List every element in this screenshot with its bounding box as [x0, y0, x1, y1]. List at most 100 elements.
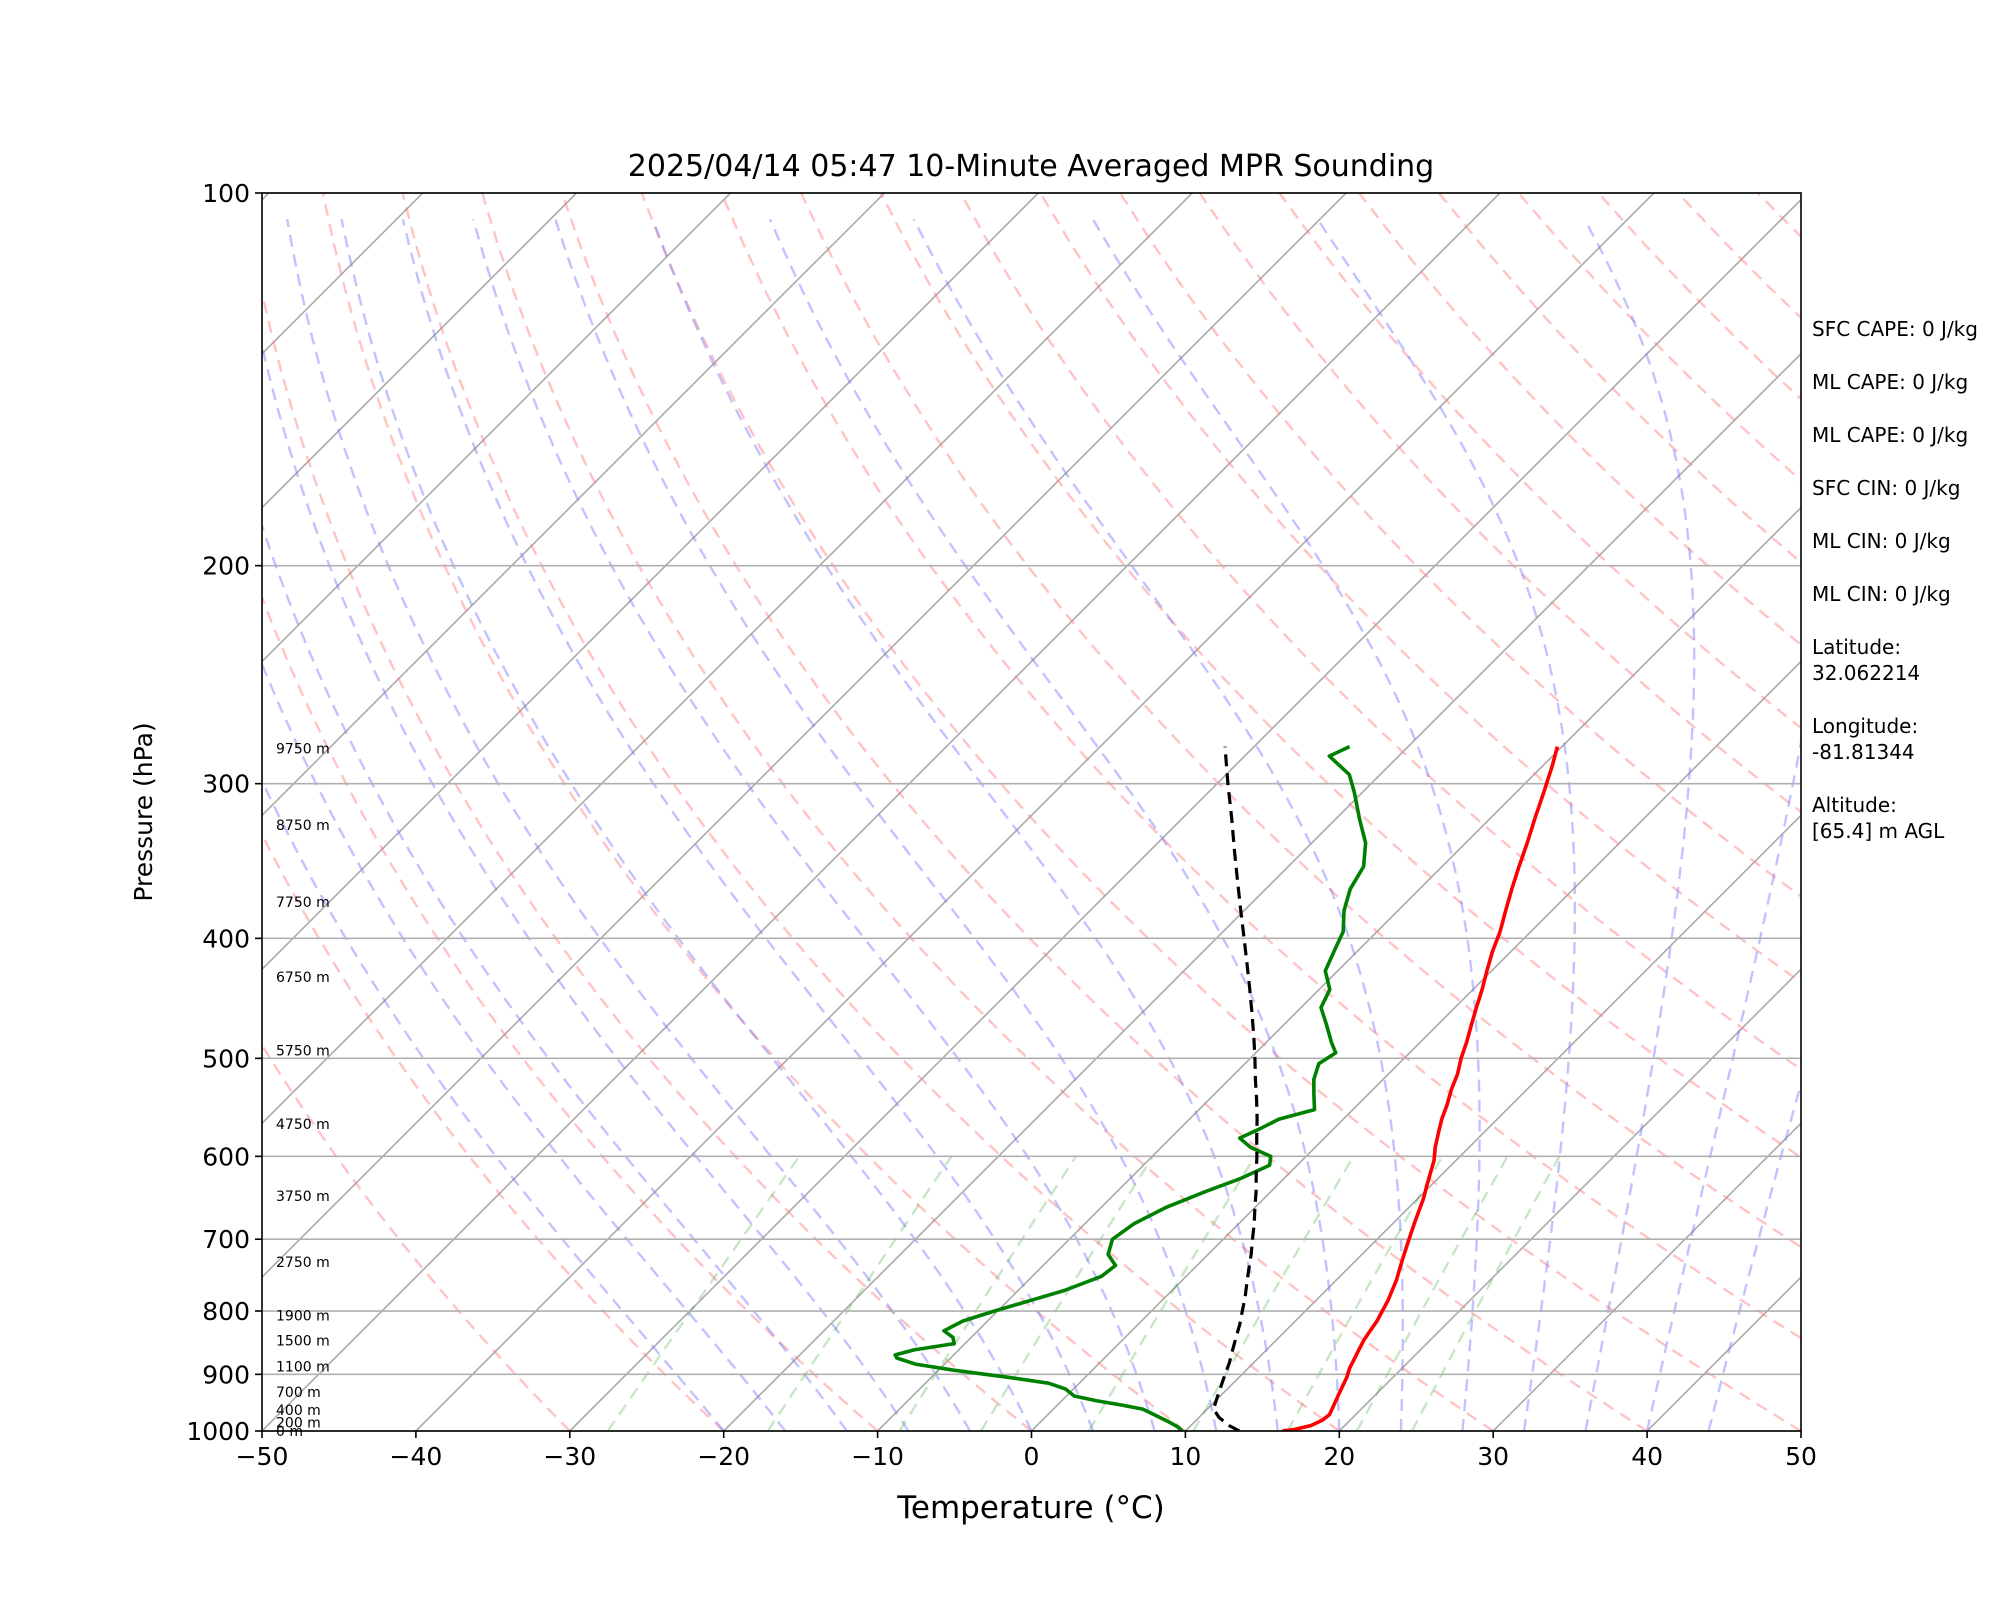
- mixing-ratio-line: [606, 1155, 801, 1431]
- dry-adiabat-line: [401, 193, 1341, 1431]
- height-label: 400 m: [276, 1403, 321, 1419]
- x-tick-label: 40: [1631, 1442, 1663, 1471]
- dry-adiabat-line: [640, 193, 1801, 1431]
- moist-adiabat-line: [1583, 218, 1696, 1431]
- mixing-ratio-line: [766, 1155, 953, 1431]
- y-tick-label: 100: [202, 179, 250, 208]
- isotherm-line: [1030, 660, 1801, 1431]
- sfc-cin-text: SFC CIN: 0 J/kg: [1812, 476, 1961, 500]
- moist-adiabat-line: [554, 218, 1218, 1431]
- longitude-text: Longitude: -81.81344: [1812, 714, 1919, 764]
- y-tick-label: 900: [202, 1360, 250, 1389]
- x-tick-label: 0: [1024, 1442, 1040, 1471]
- dry-adiabat-line: [262, 287, 1033, 1431]
- latitude-text: Latitude: 32.062214: [1812, 635, 1921, 685]
- dry-adiabat-line: [800, 193, 1801, 1249]
- x-tick-label: −50: [236, 1442, 289, 1471]
- x-tick-label: 10: [1169, 1442, 1201, 1471]
- height-label: 1100 m: [276, 1360, 330, 1376]
- ml-cape-text-2: ML CAPE: 0 J/kg: [1812, 423, 1969, 447]
- moist-adiabat-line: [401, 218, 1095, 1431]
- moist-adiabat-line: [472, 218, 1156, 1431]
- dry-adiabat-line: [1198, 193, 1801, 814]
- dewpoint-profile-line: [893, 744, 1368, 1431]
- height-label: 0 m: [276, 1424, 303, 1440]
- parcel-profile-line: [1211, 746, 1259, 1431]
- y-tick-label: 500: [202, 1044, 250, 1073]
- height-label: 1900 m: [276, 1309, 330, 1325]
- height-label: 1500 m: [276, 1333, 330, 1349]
- x-tick-label: −10: [851, 1442, 904, 1471]
- height-label: 5750 m: [276, 1044, 330, 1060]
- x-tick-label: −30: [543, 1442, 596, 1471]
- dry-adiabat-line: [321, 193, 1187, 1431]
- mixing-ratio-line: [1286, 1155, 1444, 1431]
- x-axis-label: Temperature (°C): [896, 1490, 1165, 1526]
- moist-adiabat-line: [1645, 736, 1801, 1431]
- moist-adiabat-line: [262, 660, 787, 1431]
- moist-adiabat-line: [262, 340, 910, 1431]
- x-tick-label: −20: [697, 1442, 750, 1471]
- isotherm-line: [262, 193, 1501, 1431]
- isotherm-line: [1338, 968, 1801, 1431]
- altitude-text: Altitude: [65.4] m AGL: [1812, 793, 1945, 843]
- dry-adiabat-line: [720, 193, 1801, 1340]
- isotherm-line: [262, 193, 1039, 971]
- moist-adiabat-line: [768, 218, 1341, 1431]
- y-tick-label: 200: [202, 552, 250, 581]
- temperature-profile-line: [1282, 746, 1560, 1431]
- dry-adiabat-line: [1118, 193, 1801, 898]
- dry-adiabat-line: [1039, 193, 1801, 984]
- dry-adiabat-line: [879, 193, 1801, 1159]
- height-label: 3750 m: [276, 1189, 330, 1205]
- y-tick-label: 300: [202, 770, 250, 799]
- moist-adiabat-line: [1316, 218, 1577, 1431]
- height-label: 9750 m: [276, 741, 330, 757]
- isotherm-line: [1492, 1122, 1801, 1431]
- y-tick-label: 700: [202, 1225, 250, 1254]
- height-label: 6750 m: [276, 970, 330, 986]
- moist-adiabat-line: [262, 522, 848, 1431]
- mixing-ratio-line: [1410, 1155, 1561, 1431]
- isotherm-line: [262, 193, 1347, 1279]
- x-tick-label: 30: [1477, 1442, 1509, 1471]
- x-tick-label: −40: [390, 1442, 443, 1471]
- x-tick-label: 20: [1323, 1442, 1355, 1471]
- y-tick-label: 1000: [186, 1417, 250, 1446]
- dry-adiabat-line: [262, 594, 879, 1431]
- height-label: 4750 m: [276, 1117, 330, 1133]
- ml-cin-text: ML CIN: 0 J/kg: [1812, 529, 1951, 553]
- height-label: 200 m: [276, 1415, 321, 1431]
- isotherm-line: [262, 193, 578, 509]
- isotherm-line: [1184, 814, 1801, 1431]
- isotherm-line: [0, 193, 115, 1431]
- chart-title: 2025/04/14 05:47 10-Minute Averaged MPR …: [628, 149, 1434, 184]
- moist-adiabat-line: [340, 218, 1033, 1431]
- x-tick-label: 50: [1785, 1442, 1817, 1471]
- y-tick-label: 600: [202, 1142, 250, 1171]
- y-tick-label: 800: [202, 1297, 250, 1326]
- y-axis-label: Pressure (hPa): [129, 722, 158, 901]
- isotherm-line: [569, 198, 1801, 1431]
- isotherm-line: [723, 352, 1801, 1431]
- isotherm-line: [415, 193, 1655, 1431]
- height-label: 8750 m: [276, 818, 330, 834]
- height-label: 700 m: [276, 1385, 321, 1401]
- sounding-info-panel: SFC CAPE: 0 J/kg ML CAPE: 0 J/kg ML CAPE…: [1812, 316, 1997, 871]
- mixing-ratio-line: [1355, 1155, 1509, 1431]
- sfc-cape-text: SFC CAPE: 0 J/kg: [1812, 317, 1978, 341]
- isotherm-line: [262, 193, 732, 663]
- height-label: 2750 m: [276, 1255, 330, 1271]
- dry-adiabat-line: [262, 832, 725, 1431]
- dry-adiabat-line: [262, 1042, 571, 1431]
- isotherm-line: [262, 193, 1193, 1125]
- moist-adiabat-line: [285, 218, 971, 1431]
- mixing-ratio-line: [1087, 1155, 1256, 1431]
- dry-adiabat-line: [560, 193, 1648, 1431]
- mixing-ratio-line: [1192, 1155, 1355, 1431]
- y-tick-label: 400: [202, 924, 250, 953]
- dry-adiabat-line: [1278, 193, 1801, 730]
- isotherm-line: [877, 506, 1801, 1431]
- dry-adiabat-line: [481, 193, 1494, 1431]
